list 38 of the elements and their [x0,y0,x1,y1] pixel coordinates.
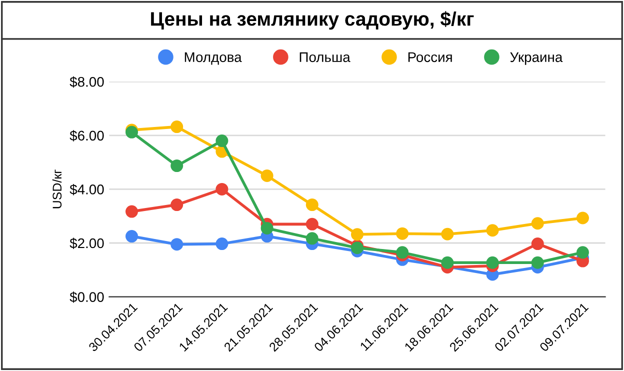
point [126,230,138,243]
y-tick-label: $0.00 [70,292,104,303]
point [260,170,274,182]
point [216,182,228,196]
point [170,198,184,212]
legend-label: Молдова [184,52,242,65]
point [441,256,454,269]
point [441,228,454,240]
legend-label: Россия [408,52,452,62]
y-tick-label: $2.00 [70,238,104,249]
point [531,256,544,269]
point [216,134,228,148]
point [170,160,184,172]
point [306,218,318,230]
point [260,222,274,234]
point [306,198,318,212]
chart-title: Цены на землянику садовую, $/кг [151,11,474,30]
point [576,212,589,224]
point [396,246,409,259]
point [531,217,544,230]
legend-label: Польша [300,52,350,62]
legend-label: Украина [510,52,563,65]
point [396,227,409,240]
y-tick-label: $6.00 [70,130,104,142]
point [350,242,364,254]
point [170,238,184,251]
y-tick-label: $4.00 [70,184,104,196]
point [486,224,499,237]
point [216,238,228,250]
point [531,238,544,250]
y-axis-title: USD/кг [52,170,62,208]
point [576,246,589,259]
y-tick-label: $8.00 [70,76,104,88]
point [170,120,184,134]
point [306,232,318,245]
point [126,205,138,218]
point [486,256,499,269]
point [350,228,364,241]
